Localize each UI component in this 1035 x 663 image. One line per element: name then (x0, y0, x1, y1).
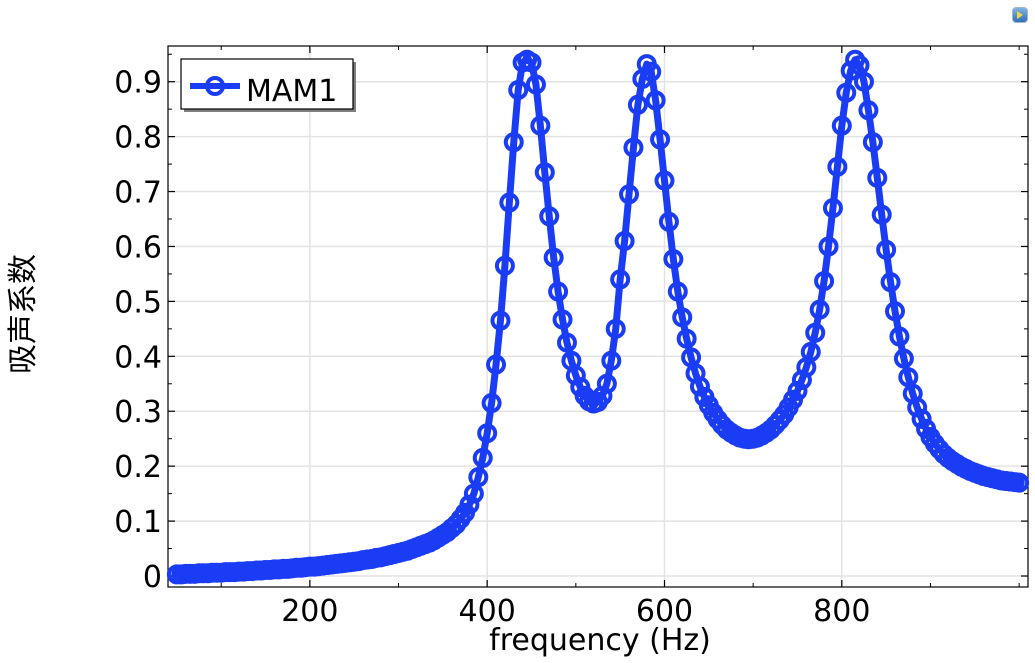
legend-marker-swatch (205, 76, 225, 96)
data-point (658, 211, 679, 232)
data-point (481, 393, 502, 414)
data-point (889, 326, 910, 347)
x-tick-labels: 200 400 600 800 (281, 594, 870, 629)
data-point (911, 408, 932, 429)
data-point (667, 281, 688, 302)
data-point (800, 341, 821, 362)
data-point (619, 184, 640, 205)
data-point (556, 332, 577, 353)
data-point (689, 376, 710, 397)
data-point (614, 230, 635, 251)
data-point (565, 365, 586, 386)
data-point (539, 206, 560, 227)
data-point (521, 52, 542, 73)
plot-area-frame (167, 45, 1029, 588)
data-point (827, 156, 848, 177)
legend: MAM1 (180, 58, 356, 112)
data-point (530, 115, 551, 136)
y-tick-label: 0.5 (114, 285, 162, 320)
x-tick-label: 600 (636, 594, 693, 629)
data-point (645, 90, 666, 111)
data-point (494, 255, 515, 276)
y-tick-label: 0.6 (114, 230, 162, 265)
series-layer (166, 49, 1030, 585)
data-point (871, 204, 892, 225)
data-point (818, 236, 839, 257)
data-point (831, 115, 852, 136)
y-tick-label: 0.9 (114, 66, 162, 101)
y-tick-label: 0.2 (114, 450, 162, 485)
x-axis-title: frequency (Hz) (489, 623, 711, 658)
data-point (650, 129, 671, 150)
y-tick-label: 0.4 (114, 340, 162, 375)
data-point (867, 167, 888, 188)
data-point (596, 373, 617, 394)
data-point (552, 309, 573, 330)
data-point (907, 397, 928, 418)
data-point (486, 354, 507, 375)
data-point (468, 467, 489, 488)
data-point (858, 100, 879, 121)
data-point (601, 350, 622, 371)
x-tick-label: 200 (281, 594, 338, 629)
data-point (809, 299, 830, 320)
data-point (654, 170, 675, 191)
data-point (787, 380, 808, 401)
y-axis-title: 吸声系数 (6, 254, 41, 374)
data-point (862, 132, 883, 153)
data-point (499, 192, 520, 213)
data-point (534, 162, 555, 183)
data-point (836, 82, 857, 103)
data-point (805, 322, 826, 343)
series-mam1 (166, 49, 1030, 585)
data-point (885, 301, 906, 322)
data-point (1009, 472, 1030, 493)
data-point (508, 79, 529, 100)
data-point (880, 272, 901, 293)
x-tick-label: 400 (459, 594, 516, 629)
y-tick-label: 0.1 (114, 505, 162, 540)
y-tick-label: 0.8 (114, 121, 162, 156)
data-point (641, 61, 662, 82)
data-point (663, 249, 684, 270)
data-point (543, 247, 564, 268)
data-point (814, 271, 835, 292)
play-icon[interactable] (1013, 8, 1027, 22)
data-point (459, 494, 480, 515)
data-point (605, 318, 626, 339)
data-point (503, 132, 524, 153)
data-point (490, 310, 511, 331)
y-tick-label: 0.7 (114, 176, 162, 211)
data-point (623, 137, 644, 158)
data-point (610, 269, 631, 290)
data-point (676, 328, 697, 349)
legend-label-mam1: MAM1 (246, 74, 337, 109)
data-point (893, 348, 914, 369)
y-tick-label: 0.3 (114, 395, 162, 430)
data-point (822, 198, 843, 219)
data-point (525, 74, 546, 95)
data-point (876, 239, 897, 260)
x-tick-label: 800 (813, 594, 870, 629)
data-point (853, 71, 874, 92)
data-point (548, 281, 569, 302)
data-point (477, 423, 498, 444)
data-point (672, 307, 693, 328)
data-point (472, 447, 493, 468)
y-tick-label: 0 (143, 560, 162, 595)
data-point (627, 94, 648, 115)
y-tick-labels: 0 0.1 0.2 0.3 0.4 0.5 0.6 0.7 0.8 0.9 (114, 66, 162, 595)
